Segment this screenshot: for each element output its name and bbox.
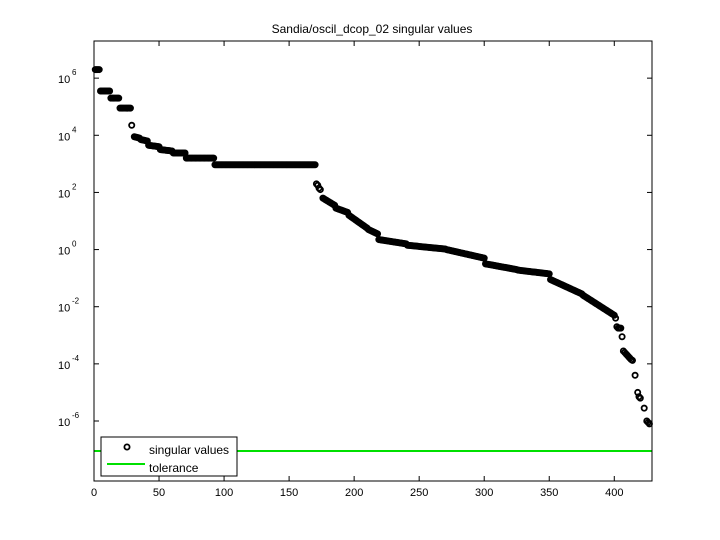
chart-title: Sandia/oscil_dcop_02 singular values xyxy=(272,22,473,36)
data-point xyxy=(640,404,648,412)
data-point xyxy=(612,314,620,322)
data-point xyxy=(628,356,636,364)
axes-frame xyxy=(93,40,653,482)
y-tick-label: 10 xyxy=(58,246,70,258)
data-point xyxy=(636,394,644,402)
data-point xyxy=(618,333,626,341)
data-point xyxy=(115,94,123,102)
y-tick-exponent: 4 xyxy=(72,125,77,134)
plot-area xyxy=(91,66,653,452)
x-tick-label: 50 xyxy=(153,487,165,499)
legend-label-singular-values: singular values xyxy=(149,443,229,457)
x-axis: 0 50 100 150 200 250 300 350 400 xyxy=(91,41,623,499)
x-tick-label: 350 xyxy=(540,487,558,499)
y-tick-label: 10 xyxy=(58,303,70,315)
x-tick-label: 300 xyxy=(475,487,493,499)
legend-marker-icon xyxy=(123,443,131,451)
y-tick-label: 10 xyxy=(58,360,70,372)
data-point xyxy=(95,66,103,74)
data-point xyxy=(316,186,324,194)
data-point xyxy=(106,87,114,95)
legend-label-tolerance: tolerance xyxy=(149,461,199,475)
legend: singular values tolerance xyxy=(100,436,238,477)
y-tick-label: 10 xyxy=(58,74,70,86)
x-tick-label: 100 xyxy=(215,487,233,499)
data-point xyxy=(631,371,639,379)
y-tick-exponent: -4 xyxy=(72,354,80,363)
y-tick-label: 10 xyxy=(58,188,70,200)
y-tick-exponent: -6 xyxy=(72,411,80,420)
y-tick-exponent: 0 xyxy=(72,240,77,249)
y-tick-exponent: -2 xyxy=(72,297,80,306)
y-tick-label: 10 xyxy=(58,417,70,429)
x-tick-label: 200 xyxy=(345,487,363,499)
legend-box xyxy=(100,436,238,477)
y-tick-label: 10 xyxy=(58,131,70,143)
y-tick-exponent: 2 xyxy=(72,182,77,191)
data-point xyxy=(210,154,218,162)
x-tick-label: 250 xyxy=(410,487,428,499)
data-point xyxy=(617,324,625,332)
y-tick-exponent: 6 xyxy=(72,68,77,77)
x-tick-label: 0 xyxy=(91,487,97,499)
data-point xyxy=(128,121,136,129)
x-tick-label: 400 xyxy=(605,487,623,499)
data-point xyxy=(126,104,134,112)
data-point xyxy=(311,161,319,169)
x-tick-label: 150 xyxy=(280,487,298,499)
